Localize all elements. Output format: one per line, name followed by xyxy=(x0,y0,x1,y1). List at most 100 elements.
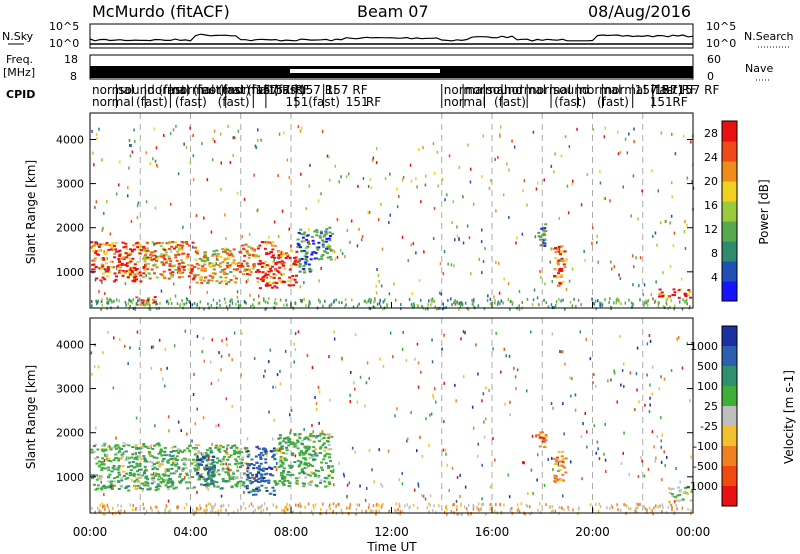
cpid-entry: (fast) xyxy=(175,95,207,109)
cpid-entry: normal xyxy=(504,83,546,97)
cpid-entry: sound xyxy=(553,83,589,97)
ytick-label: 4000 xyxy=(56,338,84,351)
xtick-label: 08:00 xyxy=(274,525,309,539)
xtick-label: 00:00 xyxy=(676,525,711,539)
cpid-entry: 157 RF xyxy=(677,83,719,97)
colorbar-segment xyxy=(722,386,737,407)
colorbar-segment xyxy=(722,221,737,242)
cpid-entry: normal xyxy=(465,83,507,97)
ytick-label: 4000 xyxy=(56,133,84,146)
colorbar-tick: -100 xyxy=(693,440,718,453)
noise-tick-high-left: 10^5 xyxy=(49,20,79,33)
cpid-entry: (fast) xyxy=(218,95,250,109)
freq-tick-high: 18 xyxy=(64,53,78,66)
cpid-entry: normal xyxy=(444,95,486,109)
cpid-entry: 157 RF xyxy=(298,83,340,97)
speckle xyxy=(90,329,692,516)
noise-tick-low-right: 10^0 xyxy=(706,37,736,50)
cpid-entry: normal xyxy=(579,83,621,97)
freq-panel: Freq. [MHz] 18 8 60 0 Nave xyxy=(3,53,773,83)
scatter-patch xyxy=(552,245,568,287)
colorbar-segment xyxy=(722,366,737,387)
xtick-label: 00:00 xyxy=(73,525,108,539)
cpid-entry: (fast) xyxy=(554,95,586,109)
scatter-patch xyxy=(667,485,694,503)
scatter-patch xyxy=(140,240,198,281)
cpid-entry: 157 RF xyxy=(268,83,310,97)
speckle xyxy=(90,124,695,311)
freq-tick-low: 8 xyxy=(70,70,77,83)
colorbar-tick: 16 xyxy=(704,199,718,212)
freq-label-1: Freq. xyxy=(6,53,33,66)
ytick-label: 3000 xyxy=(56,178,84,191)
cpid-entry: RF xyxy=(672,95,687,109)
xtick-label: 16:00 xyxy=(475,525,510,539)
velocity-colorbar-label: Velocity [m s-1] xyxy=(782,370,796,464)
colorbar-segment xyxy=(722,486,737,507)
cpid-label: CPID xyxy=(6,88,35,101)
cpid-entry: 157 RF xyxy=(635,83,677,97)
xtick-label: 12:00 xyxy=(374,525,409,539)
colorbar-tick: 4 xyxy=(711,271,718,284)
power-ylabel: Slant Range [km] xyxy=(24,160,38,264)
colorbar-tick: 12 xyxy=(704,223,718,236)
xtick-label: 04:00 xyxy=(173,525,208,539)
noise-tick-high-right: 10^5 xyxy=(706,20,736,33)
cpid-entry: RF xyxy=(366,95,381,109)
ytick-label: 3000 xyxy=(56,383,84,396)
colorbar-tick: 25 xyxy=(704,400,718,413)
colorbar-tick: 28 xyxy=(704,127,718,140)
cpid-entry: 151 xyxy=(285,95,308,109)
colorbar-tick: -1000 xyxy=(686,480,718,493)
nave-label: Nave xyxy=(745,62,773,75)
scatter-patch xyxy=(196,454,217,487)
colorbar-segment xyxy=(722,346,737,367)
colorbar-segment xyxy=(722,466,737,487)
cpid-entry: sound xyxy=(486,83,522,97)
cpid-entry: sound (fast) xyxy=(118,83,190,97)
scatter-patch xyxy=(537,431,548,449)
xaxis-label: Time UT xyxy=(366,540,417,554)
cpid-entry: normal (fast) xyxy=(201,83,279,97)
colorbar-segment xyxy=(722,326,737,347)
noise-panel: N.Sky 10^5 10^0 10^5 10^0 N.Search xyxy=(2,20,794,50)
cpid-entry: (fast) xyxy=(597,95,629,109)
colorbar-segment xyxy=(722,406,737,427)
colorbar-tick: -500 xyxy=(693,460,718,473)
cpid-entry: (fast) xyxy=(494,95,526,109)
station-title: McMurdo (fitACF) xyxy=(92,2,230,21)
cpid-entry: normal (fast) xyxy=(605,83,683,97)
colorbar-tick: 100 xyxy=(697,380,718,393)
scatter-patch xyxy=(90,442,174,492)
cpid-entry: normal (fast) xyxy=(147,83,225,97)
scatter-patch xyxy=(273,432,334,488)
colorbar-segment xyxy=(722,141,737,162)
colorbar-segment xyxy=(722,446,737,467)
colorbar-segment xyxy=(722,121,737,142)
nsky-label: N.Sky xyxy=(2,30,34,43)
colorbar-segment xyxy=(722,261,737,282)
ytick-label: 2000 xyxy=(56,222,84,235)
colorbar-tick: 500 xyxy=(697,360,718,373)
cpid-entry: normal xyxy=(92,83,134,97)
colorbar-tick: 8 xyxy=(711,247,718,260)
power-colorbar-label: Power [dB] xyxy=(757,179,771,244)
colorbar-segment xyxy=(722,161,737,182)
cpid-entry: 157 RF xyxy=(326,83,368,97)
nave-tick-low: 0 xyxy=(707,70,714,83)
ytick-label: 2000 xyxy=(56,427,84,440)
scatter-patch xyxy=(658,288,693,299)
scatter-patch xyxy=(245,446,277,496)
beam-label: Beam 07 xyxy=(357,2,429,21)
colorbar-frame xyxy=(721,120,738,302)
scatter-patch xyxy=(276,250,299,287)
freq-label-2: [MHz] xyxy=(3,66,35,79)
cpid-entry: normal xyxy=(529,83,571,97)
scatter-patch xyxy=(296,228,314,274)
velocity-ylabel: Slant Range [km] xyxy=(24,365,38,469)
xtick-label: 20:00 xyxy=(575,525,610,539)
cpid-entry: normal (fast) xyxy=(172,83,250,97)
ytick-label: 1000 xyxy=(56,266,84,279)
